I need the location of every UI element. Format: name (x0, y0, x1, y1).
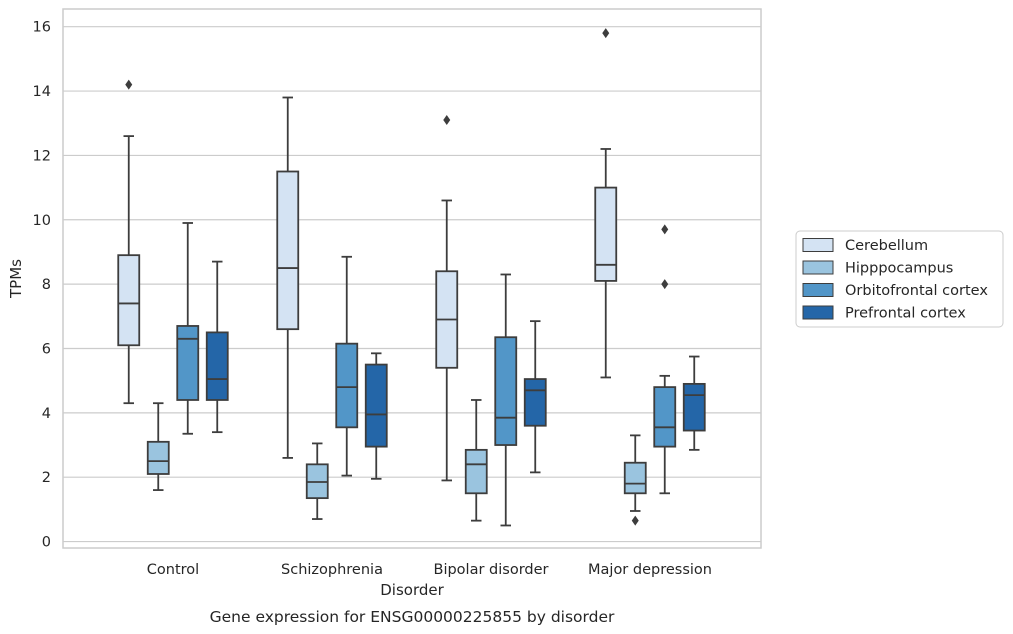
outlier-point (661, 224, 669, 235)
box-orbitofrontal-cortex (494, 273, 518, 527)
box-hipppocampus (464, 399, 488, 522)
x-tick-label: Control (147, 562, 199, 578)
legend-items: Cerebellum Hipppocampus Orbitofrontal cort… (802, 238, 988, 322)
box-prefrontal-cortex (682, 355, 706, 451)
iqr-box (623, 461, 647, 495)
y-tick-label: 2 (42, 470, 51, 486)
y-tick-labels: 0 2 4 6 8 10 12 14 16 (33, 20, 51, 551)
box-prefrontal-cortex (523, 320, 547, 474)
box-prefrontal-cortex (205, 260, 229, 434)
iqr-box (682, 382, 706, 432)
iqr-box (276, 170, 300, 331)
iqr-box (464, 448, 488, 495)
iqr-box (117, 254, 141, 347)
box-cerebellum (435, 115, 459, 482)
box-orbitofrontal-cortex (176, 222, 200, 435)
legend-label: Cerebellum (845, 238, 928, 254)
outlier-point (443, 115, 451, 126)
box-hipppocampus (305, 442, 329, 520)
box-cerebellum (276, 96, 300, 459)
outlier-point (602, 28, 610, 39)
box-cerebellum (117, 79, 141, 405)
iqr-box (594, 186, 618, 282)
legend-swatch (802, 283, 834, 297)
iqr-box (653, 386, 677, 448)
iqr-box (205, 331, 229, 401)
legend-swatch (802, 238, 834, 252)
iqr-box (146, 440, 170, 475)
iqr-box (176, 325, 200, 401)
x-tick-labels: Control Schizophrenia Bipolar disorder Majo… (147, 562, 712, 578)
iqr-box (335, 342, 359, 429)
y-tick-label: 4 (42, 406, 51, 422)
legend-swatch (802, 305, 834, 320)
outlier-point (661, 279, 669, 290)
y-tick-label: 0 (42, 535, 51, 551)
x-tick-label: Bipolar disorder (434, 562, 549, 578)
x-tick-label: Major depression (588, 562, 712, 578)
legend-swatch (802, 260, 834, 275)
box-orbitofrontal-cortex (653, 224, 677, 495)
legend-label: Orbitofrontal cortex (845, 283, 988, 299)
y-tick-label: 16 (33, 20, 51, 36)
x-tick-label: Schizophrenia (281, 562, 383, 578)
boxes (117, 28, 706, 527)
y-tick-label: 6 (42, 341, 51, 357)
legend-label: Hipppocampus (845, 261, 953, 277)
box-prefrontal-cortex (364, 352, 388, 480)
legend-label: Prefrontal cortex (845, 306, 966, 322)
plot-frame (62, 8, 762, 549)
iqr-box (523, 378, 547, 427)
box-orbitofrontal-cortex (335, 255, 359, 477)
y-tick-label: 12 (33, 148, 51, 164)
legend: Cerebellum Hipppocampus Orbitofrontal cort… (795, 230, 1004, 328)
x-axis-label: Disorder (380, 581, 444, 599)
outlier-point (125, 79, 133, 90)
legend-frame (795, 230, 1004, 328)
iqr-box (494, 336, 518, 446)
box-hipppocampus (146, 402, 170, 491)
chart-caption: Gene expression for ENSG00000225855 by d… (210, 608, 615, 626)
box-cerebellum (594, 28, 618, 379)
box-hipppocampus (623, 434, 647, 526)
y-tick-label: 8 (42, 277, 51, 293)
iqr-box (364, 363, 388, 448)
y-axis-label: TPMs (7, 259, 25, 299)
y-tick-label: 10 (33, 213, 51, 229)
outlier-point (631, 515, 639, 526)
y-tick-label: 14 (33, 84, 51, 100)
